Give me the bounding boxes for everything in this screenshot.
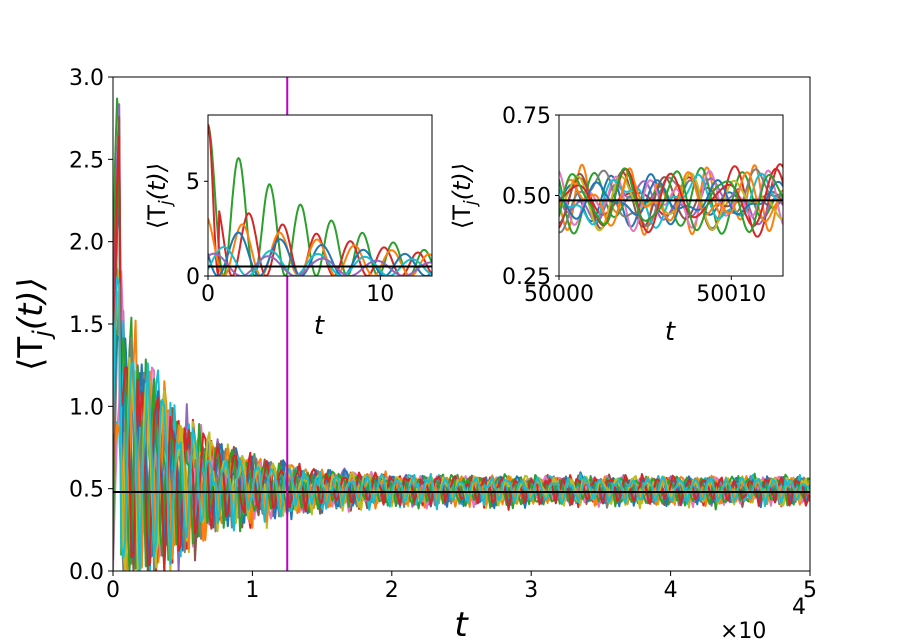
x-tick-label: 5 [803,578,817,603]
y-tick-label: 0.5 [69,478,104,503]
inset-right-plot: 50000 50010 0.25 0.50 0.75 t ⟨Tj(t)⟩ [448,104,784,347]
y-tick-label: 0.75 [502,104,551,129]
x-tick-label: 0 [106,578,120,603]
x-tick-label: 0 [201,282,215,307]
y-tick-label: 2.5 [69,148,104,173]
y-tick-label: 1.0 [69,395,104,420]
x-tick-label: 50000 [524,282,594,307]
svg-text:⟨Tj(t)⟩: ⟨Tj(t)⟩ [11,277,56,371]
main-series-line [113,144,810,571]
main-x-multiplier: ×10 4 [720,595,806,641]
x-tick-label: 50010 [696,282,766,307]
y-tick-label: 0.0 [69,560,104,585]
y-tick-label: 0.50 [502,184,551,209]
inset-right-series-line [559,172,783,232]
svg-text:×10: ×10 [720,619,766,641]
svg-text:⟨Tj(t)⟩: ⟨Tj(t)⟩ [143,163,176,229]
main-y-axis-title: ⟨Tj(t)⟩ [11,277,56,371]
x-tick-label: 4 [664,578,678,603]
inset-right-y-ticks: 0.25 0.50 0.75 [502,104,559,290]
inset-left-x-axis-title: t [314,311,325,341]
inset-right-series-line [559,167,783,234]
x-tick-label: 3 [524,578,538,603]
main-series-line [113,275,810,571]
y-tick-label: 3.0 [69,66,104,91]
y-tick-label: 5 [186,170,200,195]
inset-left-plot: 0 10 05 t ⟨Tj(t)⟩ [143,114,433,341]
main-series-group [113,97,810,571]
inset-left-x-ticks: 0 10 [201,276,394,307]
inset-left-series-line [208,124,432,276]
y-tick-label: 0.25 [502,265,551,290]
inset-right-series-line [559,179,783,220]
svg-text:4: 4 [792,595,806,620]
inset-left-y-axis-title: ⟨Tj(t)⟩ [143,163,176,229]
inset-left-series-line [208,252,432,276]
main-y-ticks: 0.0 0.5 1.0 1.5 2.0 2.5 3.0 [69,66,113,585]
main-x-ticks: 0 1 2 3 4 5 [106,571,817,603]
inset-left-y-ticks: 05 [186,170,208,290]
inset-left-frame [207,114,433,277]
svg-text:⟨Tj(t)⟩: ⟨Tj(t)⟩ [448,163,481,229]
x-tick-label: 10 [366,282,394,307]
inset-right-x-ticks: 50000 50010 [524,276,766,307]
inset-left-series-line [208,218,432,276]
inset-right-series-group [559,163,783,238]
x-tick-label: 2 [385,578,399,603]
inset-right-y-axis-title: ⟨Tj(t)⟩ [448,163,481,229]
inset-right-series-line [559,171,783,227]
y-tick-label: 2.0 [69,231,104,256]
inset-right-x-axis-title: t [665,317,676,347]
y-tick-label: 1.5 [69,313,104,338]
inset-left-series-line [208,231,432,276]
main-x-axis-title: t [454,605,469,641]
x-tick-label: 1 [245,578,259,603]
y-tick-label: 0 [186,265,200,290]
